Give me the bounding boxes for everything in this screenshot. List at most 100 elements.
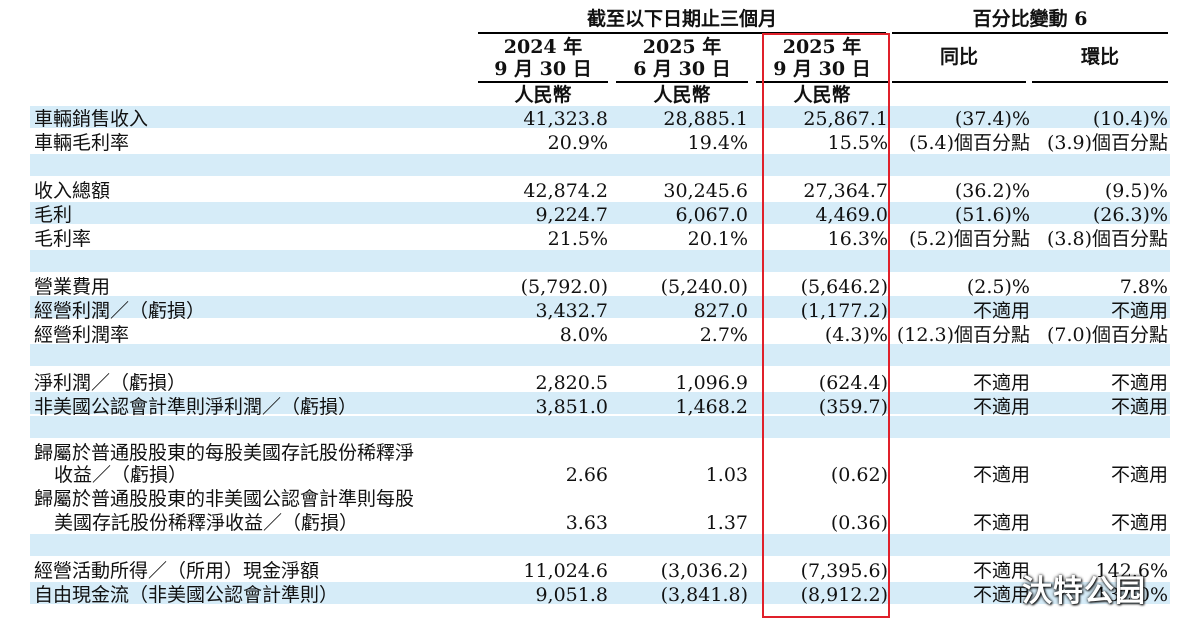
value-2024q3: 9,224.7	[535, 204, 608, 226]
value-2025q3: 15.5%	[827, 132, 888, 154]
value-2024q3: 42,874.2	[523, 180, 608, 202]
value-2025q2: 28,885.1	[663, 108, 748, 130]
row-label: 自由現金流（非美國公認會計準則）	[34, 584, 339, 606]
period-group-header: 截至以下日期止三個月	[586, 8, 777, 30]
header-rule	[478, 32, 886, 34]
row-band	[30, 534, 1170, 556]
value-yoy: (36.2)%	[954, 180, 1030, 202]
header-rule	[892, 32, 1168, 34]
value-2025q2: 827.0	[693, 300, 748, 322]
row-label: 營業費用	[34, 276, 111, 298]
header-rule	[892, 81, 1026, 83]
row-label: 非美國公認會計準則淨利潤／（虧損）	[34, 396, 358, 418]
row-label: 收入總額	[34, 180, 111, 202]
value-2025q2: 1.03	[705, 464, 748, 486]
value-2024q3: 2.66	[565, 464, 608, 486]
value-2024q3: 3,851.0	[535, 396, 608, 418]
row-label: 毛利率	[34, 228, 92, 250]
value-qoq: (10.4)%	[1092, 108, 1168, 130]
value-2025q2: 20.1%	[687, 228, 748, 250]
value-yoy: 不適用	[972, 372, 1030, 394]
value-2024q3: 2,820.5	[535, 372, 608, 394]
value-yoy: (37.4)%	[954, 108, 1030, 130]
value-qoq: (9.5)%	[1104, 180, 1168, 202]
value-yoy: (5.4)個百分點	[908, 132, 1030, 154]
yoy-header: 同比	[939, 46, 978, 68]
value-2025q3: (1,177.2)	[800, 300, 888, 322]
value-2024q3: 8.0%	[559, 324, 608, 346]
value-qoq: (26.3)%	[1092, 204, 1168, 226]
qoq-header: 環比	[1080, 46, 1119, 68]
value-qoq: (7.0)個百分點	[1046, 324, 1168, 346]
row-label-continued: 收益／（虧損）	[54, 464, 188, 486]
row-label: 歸屬於普通股股東的每股美國存託股份稀釋淨	[34, 442, 415, 464]
value-yoy: (5.2)個百分點	[908, 228, 1030, 250]
value-yoy: (12.3)個百分點	[896, 324, 1030, 346]
value-2025q3: 25,867.1	[803, 108, 888, 130]
value-qoq: (3.9)個百分點	[1046, 132, 1168, 154]
value-yoy: 不適用	[972, 560, 1030, 582]
value-yoy: (51.6)%	[954, 204, 1030, 226]
value-yoy: 不適用	[972, 300, 1030, 322]
row-band	[30, 392, 1170, 414]
row-band	[30, 250, 1170, 272]
value-2024q3: (5,792.0)	[520, 276, 608, 298]
row-band	[30, 296, 1170, 318]
header-rule	[616, 81, 748, 83]
header-rule	[756, 81, 888, 83]
value-yoy: (2.5)%	[966, 276, 1030, 298]
value-2024q3: 20.9%	[547, 132, 608, 154]
value-2025q3: 27,364.7	[803, 180, 888, 202]
row-band	[30, 154, 1170, 176]
value-2025q2: (3,036.2)	[660, 560, 748, 582]
row-label: 經營利潤率	[34, 324, 130, 346]
value-2025q2: 2.7%	[699, 324, 748, 346]
value-2025q2: 1.37	[705, 512, 748, 534]
row-label: 車輛毛利率	[34, 132, 130, 154]
value-2025q3: (0.36)	[830, 512, 888, 534]
value-2025q2: 1,468.2	[675, 396, 748, 418]
row-band	[30, 582, 1170, 604]
value-qoq: 不適用	[1110, 300, 1168, 322]
value-qoq: 142.6%	[1095, 560, 1168, 582]
row-label: 經營利潤／（虧損）	[34, 300, 206, 322]
header-rule	[478, 81, 608, 83]
value-qoq: 不適用	[1110, 372, 1168, 394]
row-label: 歸屬於普通股股東的非美國公認會計準則每股	[34, 488, 415, 510]
highlight-box	[762, 33, 890, 618]
value-2025q2: (3,841.8)	[660, 584, 748, 606]
row-band	[30, 416, 1170, 438]
value-2025q2: (5,240.0)	[660, 276, 748, 298]
value-2025q3: (8,912.2)	[800, 584, 888, 606]
value-2025q3: (0.62)	[830, 464, 888, 486]
value-2025q2: 19.4%	[687, 132, 748, 154]
value-2024q3: 11,024.6	[523, 560, 608, 582]
value-2025q3: (7,395.6)	[800, 560, 888, 582]
value-2025q2: 30,245.6	[663, 180, 748, 202]
value-qoq: 132.0%	[1095, 584, 1168, 606]
value-yoy: 不適用	[972, 584, 1030, 606]
value-qoq: 不適用	[1110, 512, 1168, 534]
value-2024q3: 41,323.8	[523, 108, 608, 130]
value-2025q3: (359.7)	[818, 396, 888, 418]
header-rule	[1032, 81, 1168, 83]
value-2024q3: 3,432.7	[535, 300, 608, 322]
value-2025q2: 1,096.9	[675, 372, 748, 394]
value-2025q3: 4,469.0	[815, 204, 888, 226]
value-2024q3: 9,051.8	[535, 584, 608, 606]
value-yoy: 不適用	[972, 396, 1030, 418]
row-label: 淨利潤／（虧損）	[34, 372, 187, 394]
value-2025q3: 16.3%	[827, 228, 888, 250]
row-band	[30, 344, 1170, 366]
watermark: 汏特公园	[1022, 574, 1146, 609]
value-2025q3: (5,646.2)	[800, 276, 888, 298]
value-2025q2: 6,067.0	[675, 204, 748, 226]
value-2025q3: (624.4)	[818, 372, 888, 394]
value-qoq: (3.8)個百分點	[1046, 228, 1168, 250]
row-label-continued: 美國存託股份稀釋淨收益／（虧損）	[54, 512, 359, 534]
row-label: 毛利	[34, 204, 73, 226]
value-2025q3: (4.3)%	[824, 324, 888, 346]
value-2024q3: 21.5%	[547, 228, 608, 250]
value-qoq: 7.8%	[1119, 276, 1168, 298]
value-yoy: 不適用	[972, 512, 1030, 534]
